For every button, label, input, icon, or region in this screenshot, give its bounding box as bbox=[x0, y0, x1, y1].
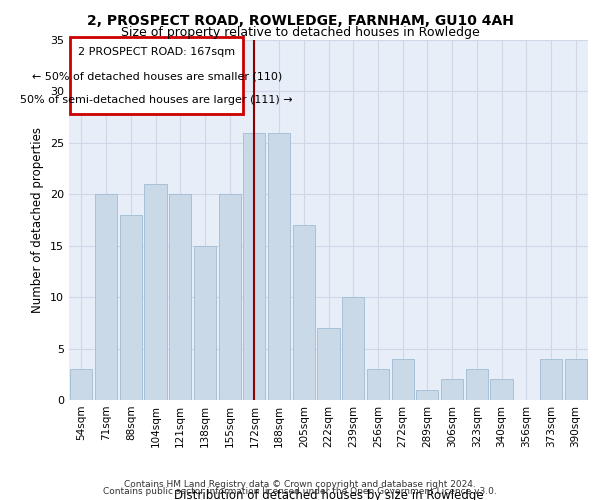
Bar bbox=[268, 132, 290, 400]
Bar bbox=[466, 369, 488, 400]
Bar bbox=[95, 194, 117, 400]
Bar bbox=[317, 328, 340, 400]
Bar bbox=[342, 297, 364, 400]
Bar bbox=[70, 369, 92, 400]
Text: Size of property relative to detached houses in Rowledge: Size of property relative to detached ho… bbox=[121, 26, 479, 39]
Text: 2, PROSPECT ROAD, ROWLEDGE, FARNHAM, GU10 4AH: 2, PROSPECT ROAD, ROWLEDGE, FARNHAM, GU1… bbox=[86, 14, 514, 28]
Bar bbox=[194, 246, 216, 400]
Bar bbox=[70, 37, 243, 114]
Bar bbox=[145, 184, 167, 400]
Text: 2 PROSPECT ROAD: 167sqm: 2 PROSPECT ROAD: 167sqm bbox=[78, 48, 235, 58]
Bar bbox=[441, 380, 463, 400]
Text: Contains HM Land Registry data © Crown copyright and database right 2024.: Contains HM Land Registry data © Crown c… bbox=[124, 480, 476, 489]
Bar bbox=[540, 359, 562, 400]
Bar bbox=[169, 194, 191, 400]
X-axis label: Distribution of detached houses by size in Rowledge: Distribution of detached houses by size … bbox=[173, 488, 484, 500]
Bar bbox=[416, 390, 439, 400]
Text: 50% of semi-detached houses are larger (111) →: 50% of semi-detached houses are larger (… bbox=[20, 94, 293, 104]
Bar bbox=[367, 369, 389, 400]
Bar bbox=[565, 359, 587, 400]
Bar bbox=[392, 359, 414, 400]
Y-axis label: Number of detached properties: Number of detached properties bbox=[31, 127, 44, 313]
Bar bbox=[293, 225, 315, 400]
Bar bbox=[243, 132, 265, 400]
Bar bbox=[490, 380, 512, 400]
Bar bbox=[119, 215, 142, 400]
Bar bbox=[218, 194, 241, 400]
Text: ← 50% of detached houses are smaller (110): ← 50% of detached houses are smaller (11… bbox=[32, 71, 282, 81]
Text: Contains public sector information licensed under the Open Government Licence v3: Contains public sector information licen… bbox=[103, 488, 497, 496]
